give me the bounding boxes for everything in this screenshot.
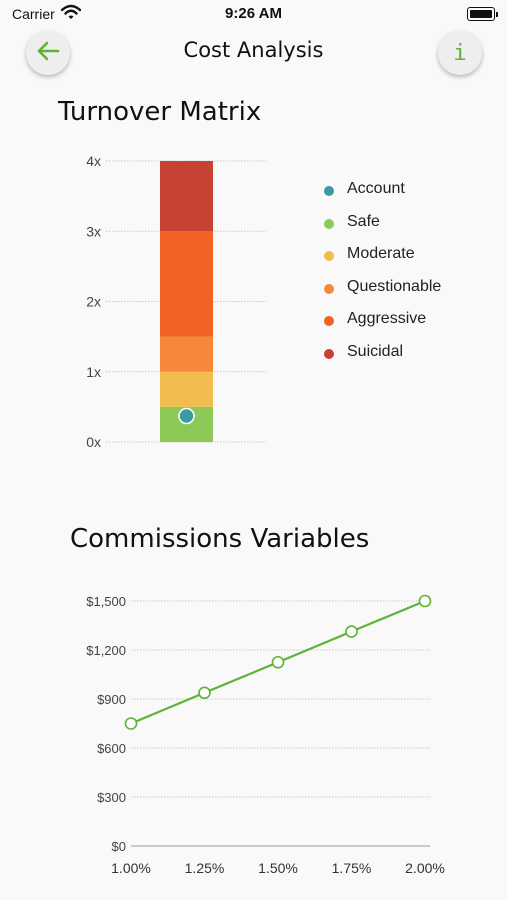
y-tick-label: $0 bbox=[112, 839, 126, 854]
legend-dot bbox=[324, 251, 334, 261]
legend-label: Moderate bbox=[347, 245, 415, 262]
x-tick-label: 1.00% bbox=[111, 860, 151, 876]
status-time: 9:26 AM bbox=[225, 5, 282, 22]
data-point bbox=[198, 686, 211, 700]
y-tick-label: $300 bbox=[97, 790, 126, 805]
wifi-icon bbox=[60, 4, 82, 25]
legend-label: Safe bbox=[347, 212, 380, 230]
bar-segment-questionable bbox=[160, 336, 213, 372]
data-point bbox=[345, 625, 358, 638]
account-marker bbox=[178, 407, 195, 425]
legend-label: Account bbox=[347, 180, 405, 197]
turnover-matrix-chart: 0x 1x 2x 3x 4x bbox=[86, 153, 266, 450]
commissions-variables-title: Commissions Variables bbox=[70, 524, 370, 554]
legend-label: Suicidal bbox=[347, 342, 404, 360]
y-tick-label: $1,200 bbox=[86, 643, 126, 658]
legend-dot bbox=[324, 218, 334, 229]
y-tick-label: $900 bbox=[97, 692, 126, 707]
info-button[interactable]: i bbox=[438, 31, 482, 75]
y-tick-label: 2x bbox=[86, 294, 101, 310]
y-tick-label: $600 bbox=[97, 741, 126, 756]
x-tick-label: 1.25% bbox=[185, 860, 225, 876]
legend-dot bbox=[324, 186, 334, 196]
y-tick-label: $1,500 bbox=[86, 594, 126, 609]
x-tick-label: 1.50% bbox=[258, 860, 298, 876]
y-tick-label: 3x bbox=[86, 223, 101, 239]
data-point bbox=[124, 717, 138, 730]
bar-segment-moderate bbox=[160, 371, 213, 407]
turnover-matrix-title: Turnover Matrix bbox=[58, 97, 262, 127]
data-point bbox=[271, 655, 285, 669]
legend-label: Aggressive bbox=[347, 310, 427, 327]
legend-dot bbox=[324, 316, 334, 326]
legend-dot bbox=[324, 283, 334, 294]
bar-segment-suicidal bbox=[160, 161, 213, 232]
back-button[interactable] bbox=[26, 31, 70, 75]
carrier-label: Carrier bbox=[12, 6, 55, 22]
data-point bbox=[418, 594, 432, 608]
battery-icon bbox=[467, 7, 498, 21]
arrow-left-icon bbox=[36, 41, 60, 66]
bar-segment-aggressive bbox=[160, 231, 213, 337]
info-icon: i bbox=[453, 40, 467, 66]
x-tick-label: 2.00% bbox=[405, 860, 445, 876]
legend-label: Questionable bbox=[347, 277, 442, 295]
y-tick-label: 1x bbox=[86, 364, 101, 380]
x-tick-label: 1.75% bbox=[332, 860, 372, 876]
status-bar: Carrier 9:26 AM bbox=[0, 0, 507, 30]
legend-dot bbox=[324, 348, 334, 359]
commissions-variables-chart: $0 $300 $600 $900 $1,200 $1,500 1.00% 1.25% 1.50… bbox=[86, 594, 445, 876]
y-tick-label: 4x bbox=[86, 153, 101, 169]
page-title: Cost Analysis bbox=[183, 38, 324, 62]
y-tick-label: 0x bbox=[86, 434, 101, 450]
